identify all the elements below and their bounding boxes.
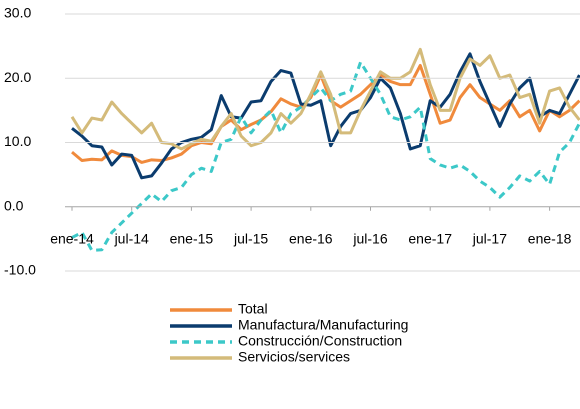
x-tick-label: jul-15 — [233, 231, 268, 247]
y-tick-label: 10.0 — [4, 133, 31, 149]
x-tick-label: ene-15 — [170, 231, 214, 247]
series-line — [71, 60, 580, 252]
legend-label: Servicios/services — [238, 349, 350, 365]
x-tick-label: ene-18 — [528, 231, 572, 247]
y-tick-label: 0.0 — [4, 197, 24, 213]
series-line — [71, 52, 580, 180]
y-tick-label: -10.0 — [4, 262, 36, 278]
x-tick-label: ene-17 — [408, 231, 452, 247]
x-tick-label: ene-16 — [289, 231, 333, 247]
x-tick-label: jul-16 — [352, 231, 387, 247]
x-tick-label: ene-14 — [50, 231, 94, 247]
x-tick-label: jul-14 — [114, 231, 149, 247]
series-line — [70, 47, 580, 151]
y-tick-label: 20.0 — [4, 69, 31, 85]
x-tick-label: jul-17 — [472, 231, 507, 247]
plot-area — [70, 47, 580, 252]
legend-label: Total — [238, 301, 268, 317]
legend-label: Construcción/Construction — [238, 333, 402, 349]
y-tick-label: 30.0 — [4, 5, 31, 21]
legend-label: Manufactura/Manufacturing — [238, 317, 408, 333]
series-line — [71, 63, 580, 164]
